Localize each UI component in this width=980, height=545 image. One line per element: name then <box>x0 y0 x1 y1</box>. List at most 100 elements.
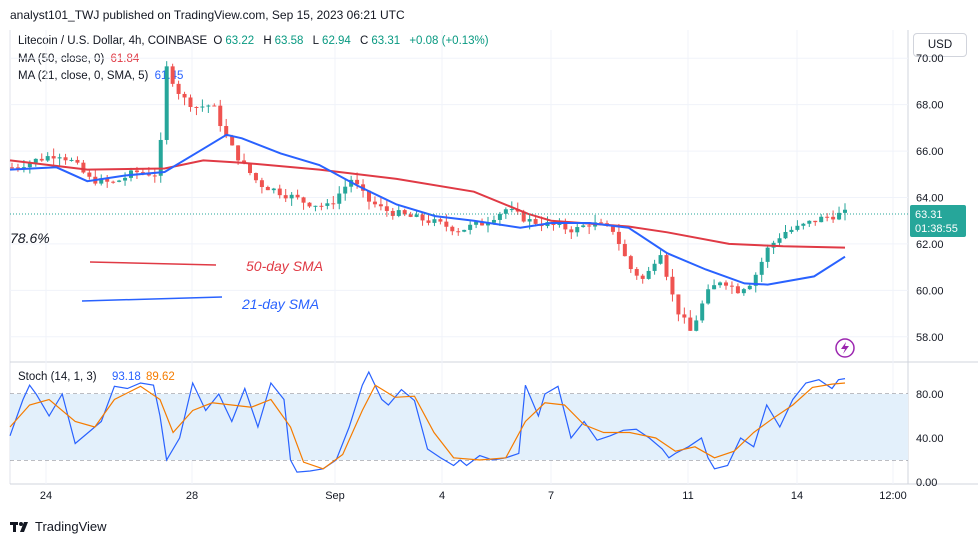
time-tick-label: 4 <box>439 490 445 502</box>
stoch-d-value: 89.62 <box>146 371 175 383</box>
candle <box>378 197 383 211</box>
lightning-icon[interactable] <box>835 338 855 358</box>
candle <box>741 287 746 296</box>
open-label: O <box>213 35 223 47</box>
time-tick-label: 24 <box>40 490 52 502</box>
candle <box>283 189 288 203</box>
currency-button[interactable]: USD <box>913 33 967 57</box>
price-tick-label: 60.00 <box>916 285 944 297</box>
candle <box>396 204 401 218</box>
candle <box>218 99 223 132</box>
candle <box>63 153 68 165</box>
published-caption: analyst101_TWJ published on TradingView.… <box>10 8 405 22</box>
candle <box>176 80 181 100</box>
close-label: C <box>360 35 369 47</box>
candle <box>694 315 699 332</box>
candle <box>248 162 252 176</box>
stoch-label: Stoch (14, 1, 3) <box>18 371 97 383</box>
price-tick-label: 62.00 <box>916 239 944 251</box>
candle <box>15 163 20 172</box>
candle <box>93 169 98 186</box>
candle <box>795 220 800 232</box>
stoch-tick-label: 80.00 <box>916 389 944 401</box>
time-tick-label: 14 <box>791 490 803 502</box>
candle <box>450 225 455 236</box>
time-tick-label: 28 <box>186 490 198 502</box>
candle <box>164 61 169 145</box>
candle <box>474 220 479 229</box>
candle <box>729 281 734 294</box>
candle <box>801 222 806 230</box>
candle <box>759 257 764 283</box>
tradingview-footer[interactable]: TradingView <box>10 519 107 534</box>
candle <box>682 307 687 324</box>
stoch-tick-label: 0.00 <box>916 477 937 489</box>
candle <box>10 162 14 169</box>
candle <box>712 279 717 290</box>
stoch-band <box>10 394 908 460</box>
ma21-legend: MA (21, close, 0, SMA, 5) 61.45 <box>18 70 186 82</box>
candle <box>313 205 318 212</box>
candle <box>831 210 836 223</box>
candle <box>438 217 443 225</box>
ma50-legend: MA (50, close, 0) 61.84 <box>18 53 142 65</box>
candle <box>111 180 116 184</box>
candle <box>45 152 50 162</box>
candle <box>777 233 782 247</box>
candle <box>616 223 621 251</box>
candle <box>319 202 324 211</box>
symbol-title: Litecoin / U.S. Dollar, 4h, COINBASE <box>18 35 208 47</box>
price-tick-label: 64.00 <box>916 193 944 205</box>
candle <box>789 226 794 234</box>
ma50-label: MA (50, close, 0) <box>18 53 105 65</box>
candle <box>628 254 633 273</box>
candle <box>724 280 728 290</box>
price-tick-label: 68.00 <box>916 100 944 112</box>
candle <box>569 226 574 240</box>
candle <box>57 153 62 167</box>
candle <box>182 91 187 106</box>
symbol-legend: Litecoin / U.S. Dollar, 4h, COINBASE O 63… <box>18 35 492 47</box>
candle <box>819 214 824 223</box>
candle <box>390 207 395 220</box>
time-tick-label: 12:00 <box>879 490 907 502</box>
candle <box>206 104 211 113</box>
candle <box>87 169 92 180</box>
candle <box>408 211 413 218</box>
ma21-label: MA (21, close, 0, SMA, 5) <box>18 70 149 82</box>
stoch-d-line <box>9 382 846 470</box>
candle <box>51 148 56 167</box>
ma21-line <box>9 133 846 286</box>
candle <box>265 185 270 191</box>
price-tick-label: 58.00 <box>916 332 944 344</box>
fib-label: 78.6% <box>10 230 50 246</box>
candle <box>843 203 847 221</box>
candle <box>420 213 425 226</box>
candle <box>700 300 705 323</box>
candle <box>372 196 377 208</box>
ma50-line <box>9 159 846 249</box>
candle <box>503 207 508 219</box>
candle <box>771 240 776 254</box>
candle <box>664 252 669 281</box>
candle <box>81 159 86 174</box>
candle <box>259 177 264 194</box>
candle <box>200 99 205 112</box>
candle <box>331 196 336 210</box>
candle <box>75 156 80 165</box>
stoch-tick-label: 40.00 <box>916 433 944 445</box>
candle <box>426 214 431 226</box>
candle <box>765 244 770 268</box>
price-tag-value: 63.31 <box>915 209 943 221</box>
sma21-annotation: 21-day SMA <box>241 296 319 312</box>
candle <box>384 199 389 217</box>
candle <box>718 281 723 288</box>
high-value: 63.58 <box>274 35 304 47</box>
change-value: +0.08 (+0.13%) <box>409 35 489 47</box>
candle <box>706 284 711 305</box>
candle <box>813 220 818 226</box>
candle <box>468 221 473 235</box>
candle <box>117 179 122 183</box>
candle <box>575 222 580 237</box>
